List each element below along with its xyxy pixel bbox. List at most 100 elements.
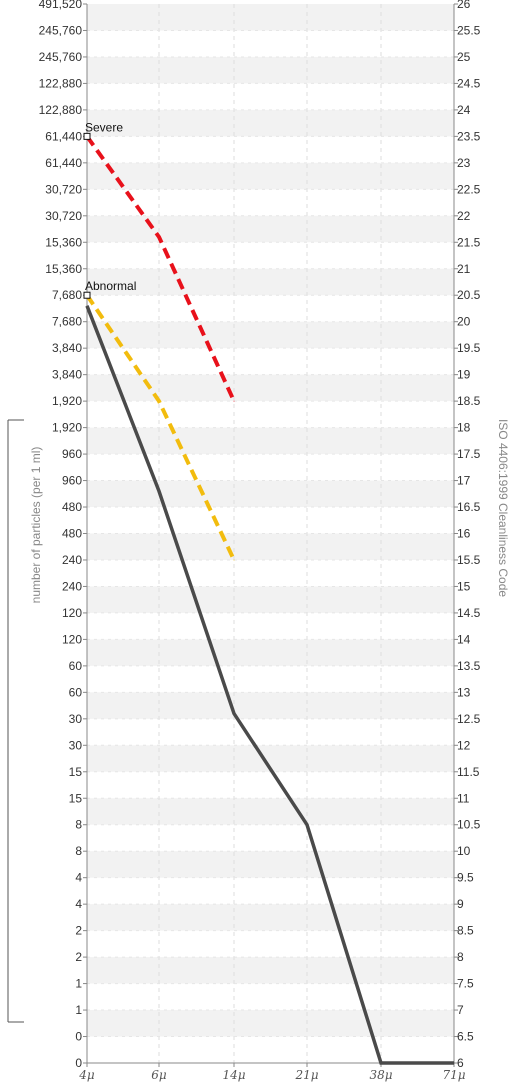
grid-band xyxy=(87,4,454,31)
x-tick-label: 14μ xyxy=(222,1068,245,1082)
right-axis-title: ISO 4406:1999 Cleanliness Code xyxy=(496,419,510,597)
right-tick-label: 23 xyxy=(457,156,471,170)
left-tick-label: 61,440 xyxy=(45,156,82,170)
measured-data-point xyxy=(158,490,160,492)
grid-band xyxy=(87,162,454,190)
left-tick-label: 960 xyxy=(62,447,82,461)
grid-band xyxy=(87,1010,454,1037)
left-tick-label: 2 xyxy=(75,924,82,938)
left-tick-label: 1 xyxy=(75,1003,82,1017)
grid-band xyxy=(87,56,454,84)
right-tick-label: 12.5 xyxy=(457,712,481,726)
right-axis-ticks: 26 25.5 25 24.5 24 23.5 23 22.5 22 21.5 21 20.5 20 19… xyxy=(454,0,481,1070)
left-axis-ticks: 491,520 245,760 245,760 122,880 122,880 61,44… xyxy=(39,0,87,1070)
left-tick-label: 15 xyxy=(69,791,83,805)
left-tick-label: 30 xyxy=(69,738,83,752)
right-tick-label: 9.5 xyxy=(457,871,474,885)
left-tick-label: 1,920 xyxy=(52,421,82,435)
grid-band xyxy=(87,427,454,455)
left-tick-label: 15,360 xyxy=(45,262,82,276)
right-tick-label: 7 xyxy=(457,1003,464,1017)
left-tick-label: 7,680 xyxy=(52,288,82,302)
x-tick-label: 38μ xyxy=(369,1068,392,1082)
left-tick-label: 8 xyxy=(75,844,82,858)
right-tick-label: 20.5 xyxy=(457,288,481,302)
grid-band xyxy=(87,639,454,666)
left-tick-label: 240 xyxy=(62,579,82,593)
x-tick-label: 4μ xyxy=(78,1068,95,1082)
grid-lines xyxy=(87,4,454,1063)
left-tick-label: 122,880 xyxy=(39,103,83,117)
left-tick-label: 120 xyxy=(62,606,82,620)
left-tick-label: 8 xyxy=(75,818,82,832)
right-tick-label: 8.5 xyxy=(457,924,474,938)
right-tick-label: 14 xyxy=(457,632,471,646)
grid-band xyxy=(87,109,454,137)
right-tick-label: 14.5 xyxy=(457,606,481,620)
measured-data-point xyxy=(380,1062,382,1064)
left-tick-label: 1,920 xyxy=(52,394,82,408)
measured-data-point xyxy=(453,1062,455,1064)
measured-data-point xyxy=(233,713,235,715)
right-tick-label: 18.5 xyxy=(457,394,481,408)
right-tick-label: 17 xyxy=(457,474,471,488)
severe-data-point xyxy=(158,236,160,238)
right-tick-label: 7.5 xyxy=(457,977,474,991)
right-tick-label: 19.5 xyxy=(457,341,481,355)
x-tick-label: 6μ xyxy=(151,1068,167,1082)
left-tick-label: 3,840 xyxy=(52,341,82,355)
abnormal-label: Abnormal xyxy=(85,279,136,293)
left-tick-label: 7,680 xyxy=(52,315,82,329)
right-tick-label: 12 xyxy=(457,738,471,752)
left-tick-label: 15,360 xyxy=(45,235,82,249)
left-tick-label: 3,840 xyxy=(52,368,82,382)
left-tick-label: 15 xyxy=(69,765,83,779)
x-axis-ticks: 4μ 6μ 14μ 21μ 38μ 71μ xyxy=(78,1063,466,1082)
right-tick-label: 18 xyxy=(457,421,471,435)
left-tick-label: 1 xyxy=(75,977,82,991)
left-tick-label: 240 xyxy=(62,553,82,567)
right-tick-label: 20 xyxy=(457,315,471,329)
left-tick-label: 245,760 xyxy=(39,50,83,64)
left-tick-label: 480 xyxy=(62,527,82,541)
grid-band xyxy=(87,957,454,984)
abnormal-data-point xyxy=(158,400,160,402)
left-tick-label: 60 xyxy=(69,659,83,673)
measured-series-line xyxy=(85,305,454,1065)
right-tick-label: 21.5 xyxy=(457,235,481,249)
left-tick-label: 0 xyxy=(75,1056,82,1070)
right-tick-label: 25 xyxy=(457,50,471,64)
right-tick-label: 11 xyxy=(457,791,470,805)
grid-band xyxy=(87,215,454,243)
right-tick-label: 24.5 xyxy=(457,76,481,90)
grid-band xyxy=(87,480,454,508)
series-lines: Severe Abnormal xyxy=(83,120,455,1065)
right-tick-label: 6.5 xyxy=(457,1030,474,1044)
x-tick-label: 71μ xyxy=(442,1068,465,1082)
abnormal-marker xyxy=(83,291,91,299)
grid-band xyxy=(87,586,454,613)
left-tick-label: 120 xyxy=(62,632,82,646)
grid-band xyxy=(87,798,454,825)
severe-label: Severe xyxy=(85,120,123,134)
severe-marker xyxy=(83,132,91,140)
right-tick-label: 25.5 xyxy=(457,23,481,37)
right-tick-label: 24 xyxy=(457,103,471,117)
right-tick-label: 19 xyxy=(457,368,471,382)
left-tick-label: 491,520 xyxy=(39,0,83,11)
right-tick-label: 16 xyxy=(457,527,471,541)
left-tick-label: 60 xyxy=(69,685,83,699)
grid-band xyxy=(87,692,454,719)
left-tick-label: 61,440 xyxy=(45,129,82,143)
left-tick-label: 2 xyxy=(75,950,82,964)
left-tick-label: 4 xyxy=(75,897,82,911)
grid-band xyxy=(87,321,454,349)
right-tick-label: 6 xyxy=(457,1056,464,1070)
left-axis-title: number of particles (per 1 ml) xyxy=(29,447,43,604)
abnormal-data-point xyxy=(233,559,235,561)
right-tick-label: 10.5 xyxy=(457,818,481,832)
right-tick-label: 11.5 xyxy=(457,765,480,779)
x-tick-label: 21μ xyxy=(294,1068,318,1082)
right-tick-label: 13 xyxy=(457,685,471,699)
